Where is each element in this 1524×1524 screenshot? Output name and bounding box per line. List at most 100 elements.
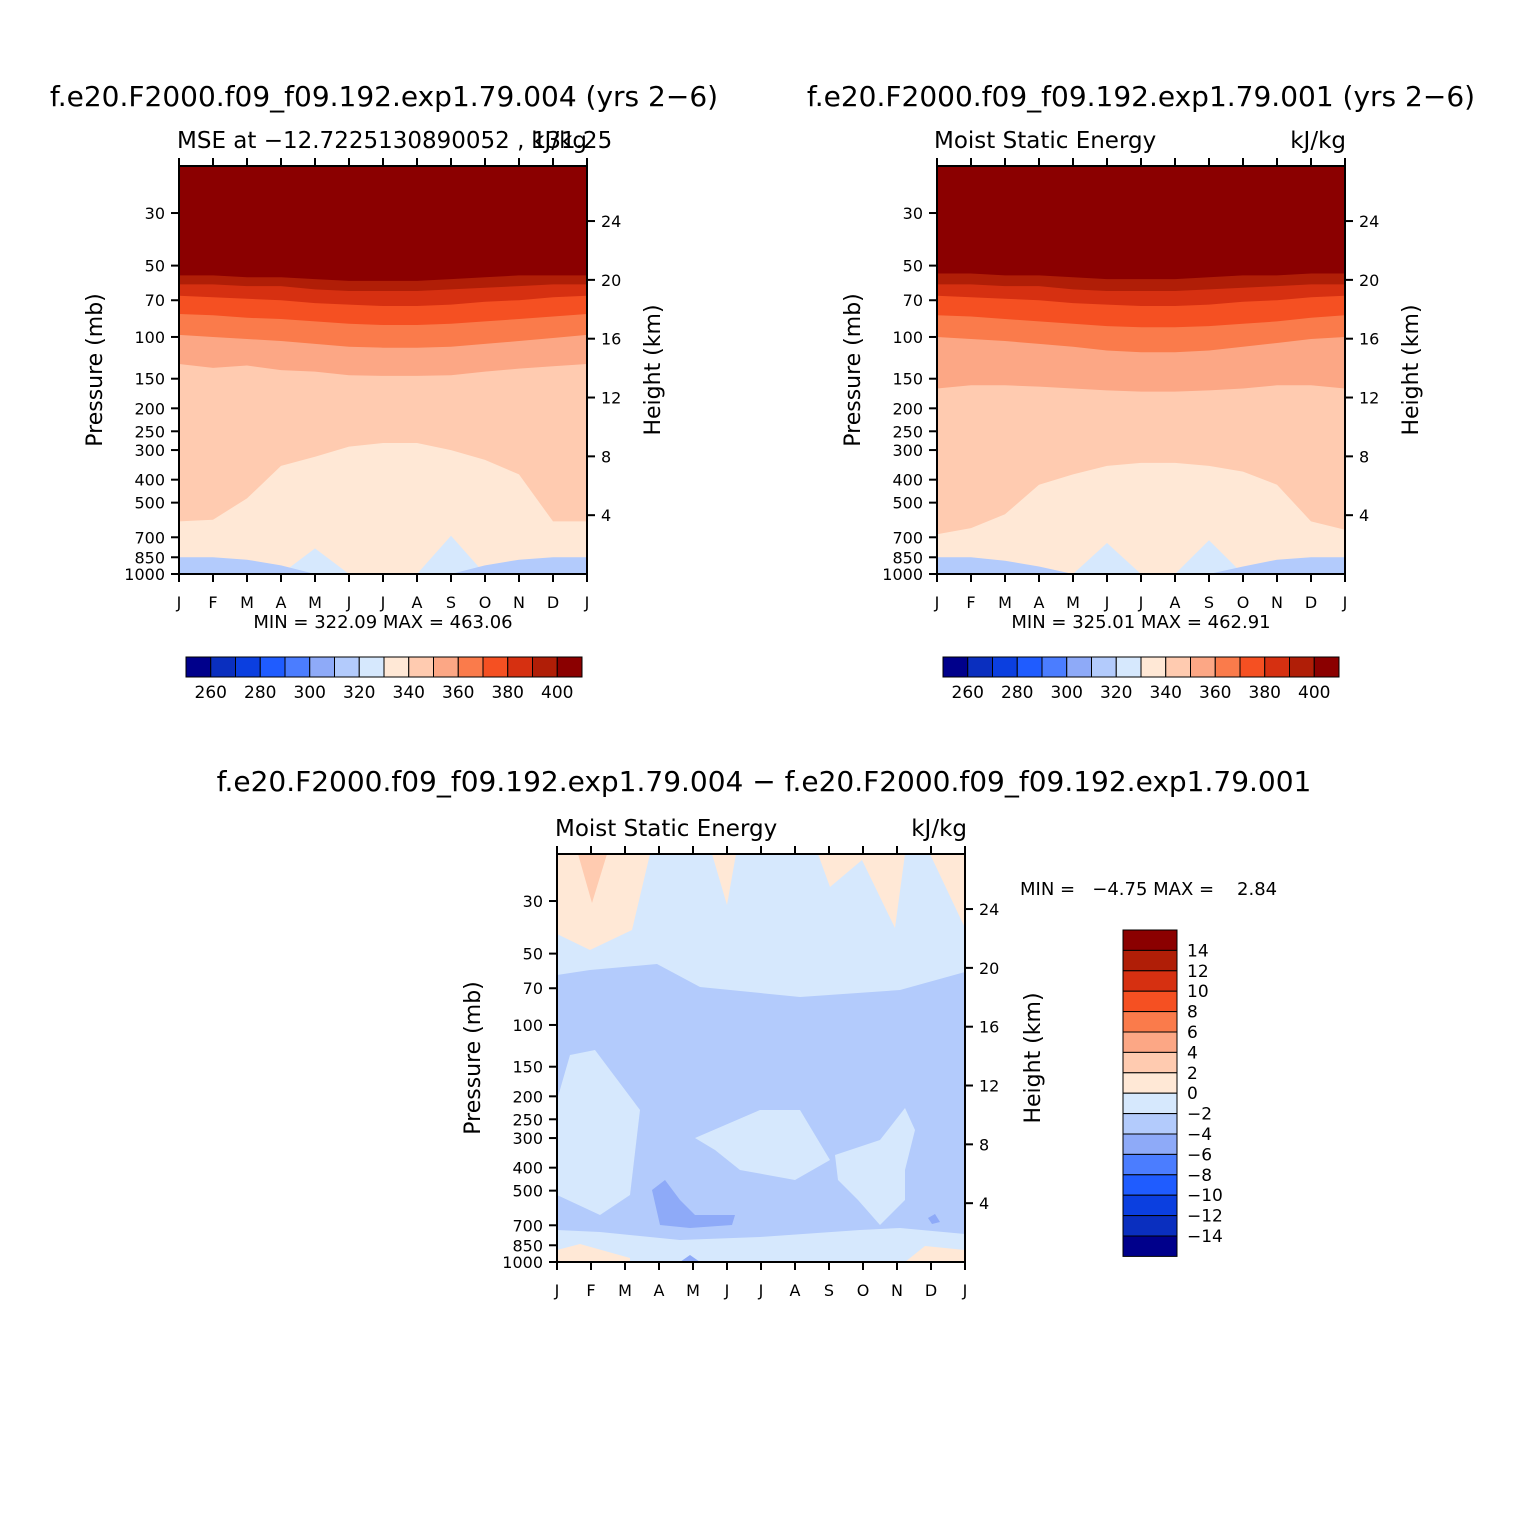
colorbar-label: 6: [1187, 1023, 1198, 1043]
colorbar-label: 260: [952, 683, 984, 703]
colorbar-swatch: [334, 656, 360, 678]
month-tick-label: O: [479, 593, 492, 612]
month-tick-label: J: [1138, 593, 1144, 612]
colorbar-swatch: [1264, 656, 1290, 678]
case-title-top-left: f.e20.F2000.f09_f09.192.exp1.79.004 (yrs…: [50, 80, 718, 113]
pressure-tick-label: 1000: [882, 565, 923, 584]
colorbar-swatch: [507, 656, 533, 678]
colorbar-swatch: [433, 656, 459, 678]
month-tick-label: N: [891, 1281, 903, 1300]
diff-region-upper-light: [557, 854, 965, 997]
height-tick-label: 8: [1359, 447, 1369, 466]
colorbar-swatch: [185, 656, 212, 678]
colorbar-swatch: [1214, 656, 1241, 678]
month-tick-label: D: [547, 593, 559, 612]
pressure-tick-label: 70: [523, 979, 543, 998]
colorbar-label: 14: [1187, 941, 1209, 961]
month-tick-label: S: [1204, 593, 1214, 612]
min-max-difference: MIN = −4.75 MAX = 2.84: [1020, 879, 1277, 900]
colorbar-label: 380: [492, 683, 524, 703]
units-difference: kJ/kg: [911, 816, 967, 842]
pressure-tick-label: 500: [512, 1182, 543, 1201]
colorbar-swatch: [1122, 1072, 1178, 1094]
height-tick-label: 20: [979, 959, 999, 978]
colorbar-label: 380: [1249, 683, 1281, 703]
contour-fills-top-right: [937, 166, 1345, 574]
colorbar-swatch: [1122, 990, 1178, 1013]
colorbar-label: −2: [1187, 1105, 1212, 1125]
colorbar-label: 12: [1187, 962, 1209, 982]
colorbar-swatch: [1165, 656, 1191, 678]
colorbar-swatch: [1122, 1133, 1178, 1155]
colorbar-swatch: [1122, 1215, 1178, 1237]
contour-fills-difference: [557, 854, 965, 1262]
colorbar-swatch: [1122, 1051, 1178, 1074]
y2-axis-label-difference: Height (km): [1021, 992, 1046, 1123]
height-tick-label: 12: [601, 389, 621, 408]
month-tick-label: M: [308, 593, 322, 612]
pressure-tick-label: 700: [512, 1216, 543, 1235]
pressure-tick-label: 150: [512, 1058, 543, 1077]
colorbar-swatch: [1122, 1153, 1178, 1176]
colorbar-label: −6: [1187, 1145, 1212, 1165]
height-tick-label: 24: [979, 900, 999, 919]
month-tick-label: J: [1342, 593, 1348, 612]
colorbar-swatch: [482, 656, 509, 678]
colorbar-label: −10: [1187, 1186, 1223, 1206]
diff-region-mid-light-3: [835, 1108, 915, 1225]
diff-region-mid-light-2: [695, 1110, 830, 1180]
colorbar-top-left: 260 280 300 320 340 360 380 400: [185, 656, 583, 703]
case-title-difference: f.e20.F2000.f09_f09.192.exp1.79.004 − f.…: [217, 765, 1312, 798]
month-tick-label: D: [1305, 593, 1317, 612]
height-tick-label: 8: [601, 447, 611, 466]
contour-band-340: [179, 443, 587, 574]
pressure-tick-label: 500: [892, 494, 923, 513]
colorbar-label: 10: [1187, 982, 1209, 1002]
colorbar-swatch: [1016, 656, 1043, 678]
colorbar-swatch: [556, 656, 583, 678]
diff-region-positive-surface-2: [905, 1246, 965, 1262]
panel-top-left: f.e20.F2000.f09_f09.192.exp1.79.004 (yrs…: [50, 80, 718, 703]
pressure-tick-label: 50: [145, 257, 165, 276]
colorbar-swatch: [1066, 656, 1092, 678]
colorbar-swatch: [1122, 1011, 1178, 1033]
pressure-tick-label: 500: [134, 494, 165, 513]
y2-axis-label-top-right: Height (km): [1399, 304, 1424, 435]
colorbar-swatch: [1122, 1092, 1178, 1115]
pressure-tick-label: 400: [512, 1159, 543, 1178]
colorbar-label: 300: [1051, 683, 1083, 703]
contour-band-320: [937, 557, 1345, 574]
diff-region-positive-surface-1: [557, 1244, 630, 1262]
month-tick-label: F: [208, 593, 217, 612]
contour-band-340: [937, 462, 1345, 574]
month-tick-label: J: [962, 1281, 968, 1300]
diff-region-positive-3: [712, 854, 736, 905]
colorbar-swatch: [1122, 1235, 1178, 1257]
colorbar-label: 340: [393, 683, 425, 703]
colorbar-swatch: [967, 656, 993, 678]
pressure-tick-label: 1000: [124, 565, 165, 584]
month-tick-label: A: [412, 593, 423, 612]
pressure-tick-label: 200: [892, 399, 923, 418]
case-title-top-right: f.e20.F2000.f09_f09.192.exp1.79.001 (yrs…: [807, 80, 1475, 113]
month-tick-label: J: [554, 1281, 560, 1300]
y-axis-label-top-left: Pressure (mb): [83, 293, 108, 447]
colorbar-swatch: [1122, 1194, 1178, 1217]
pressure-tick-label: 250: [512, 1110, 543, 1129]
pressure-tick-label: 100: [892, 328, 923, 347]
colorbar-label: 2: [1187, 1064, 1198, 1084]
height-tick-label: 8: [979, 1135, 989, 1154]
colorbar-swatch: [1041, 656, 1068, 678]
pressure-tick-label: 150: [892, 370, 923, 389]
pressure-tick-label: 70: [903, 291, 923, 310]
colorbar-top-right: 260 280 300 320 340 360 380 400: [942, 656, 1340, 703]
month-tick-label: J: [724, 1281, 730, 1300]
pressure-tick-label: 400: [134, 471, 165, 490]
pressure-tick-label: 50: [523, 945, 543, 964]
colorbar-swatch: [408, 656, 434, 678]
month-tick-label: J: [176, 593, 182, 612]
